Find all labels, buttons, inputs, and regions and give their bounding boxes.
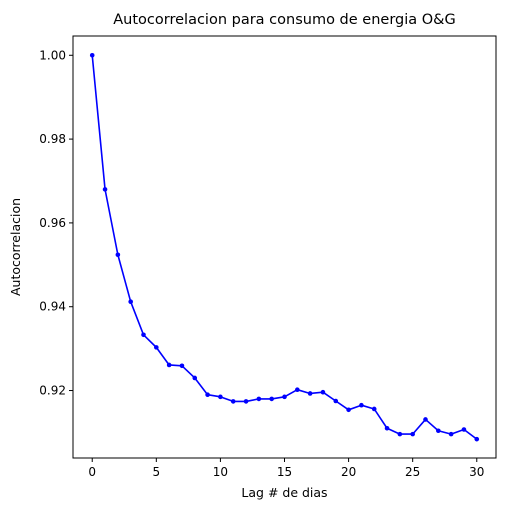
x-tick-label: 15 — [277, 465, 292, 479]
data-point — [128, 299, 133, 304]
data-point — [448, 431, 454, 437]
data-point — [218, 394, 223, 400]
data-point — [333, 398, 339, 404]
series-layer — [89, 52, 480, 442]
y-tick-label: 0.96 — [39, 216, 66, 230]
data-point — [256, 396, 262, 402]
x-tick-label: 0 — [88, 465, 96, 479]
data-point — [397, 431, 403, 437]
data-point — [410, 431, 415, 437]
data-point — [102, 187, 108, 192]
chart-title: Autocorrelacion para consumo de energia … — [113, 12, 455, 28]
plot-area — [72, 35, 497, 459]
data-point — [474, 436, 480, 442]
x-tick-label: 5 — [152, 465, 160, 479]
y-tick-label: 1.00 — [39, 48, 66, 62]
x-tick-label: 25 — [405, 465, 420, 479]
data-point — [179, 363, 185, 369]
data-point — [359, 402, 364, 408]
data-point — [115, 252, 121, 258]
data-point — [89, 52, 95, 58]
data-point — [154, 345, 159, 350]
ticks-layer: 0 5 10 15 20 25 30 0.92 0.94 0.96 0.98 1.00 — [39, 48, 484, 479]
data-point — [384, 425, 390, 431]
x-tick-label: 10 — [213, 465, 228, 479]
data-point — [141, 332, 146, 338]
data-point — [230, 399, 236, 404]
data-point — [346, 407, 351, 413]
data-point — [423, 417, 428, 422]
y-tick-label: 0.98 — [39, 132, 66, 146]
y-tick-label: 0.94 — [39, 300, 66, 314]
data-point — [282, 394, 287, 400]
y-tick-label: 0.92 — [39, 384, 66, 398]
x-tick-label: 30 — [469, 465, 484, 479]
data-point — [269, 396, 274, 402]
y-axis-label: Autocorrelacion — [8, 198, 23, 296]
data-point — [320, 389, 326, 395]
data-point — [307, 391, 313, 396]
data-point — [295, 387, 300, 392]
data-point — [205, 392, 210, 398]
x-axis-label: Lag # de dias — [241, 485, 327, 500]
data-point — [192, 375, 198, 381]
data-point — [436, 428, 441, 434]
data-point — [243, 399, 249, 404]
data-point — [461, 427, 467, 432]
data-point — [371, 406, 377, 412]
x-tick-label: 20 — [341, 465, 356, 479]
data-point — [166, 362, 172, 368]
